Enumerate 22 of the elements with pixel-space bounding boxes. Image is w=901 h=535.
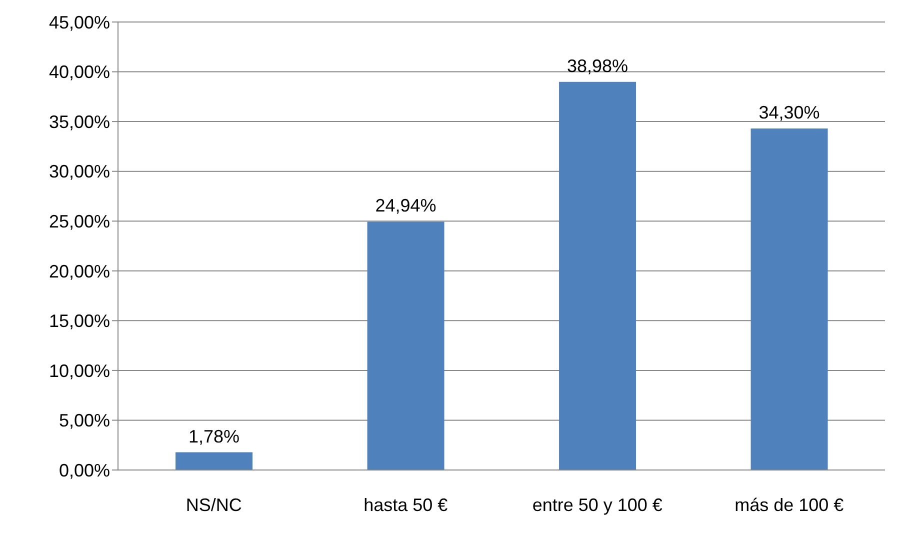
y-tick-label: 5,00%	[58, 410, 110, 431]
x-tick-label: más de 100 €	[734, 494, 844, 515]
bar	[367, 222, 444, 470]
y-tick-label: 45,00%	[48, 12, 110, 32]
x-tick-label: NS/NC	[186, 494, 242, 515]
y-tick-label: 30,00%	[48, 162, 110, 182]
y-tick-label: 15,00%	[48, 311, 110, 332]
y-tick-label: 40,00%	[48, 62, 110, 82]
data-label: 38,98%	[566, 56, 628, 76]
data-label: 1,78%	[188, 426, 240, 446]
bar	[559, 82, 636, 470]
bar	[176, 452, 253, 470]
x-tick-label: entre 50 y 100 €	[532, 494, 662, 515]
y-tick-label: 35,00%	[48, 112, 110, 132]
y-tick-label: 20,00%	[48, 261, 110, 282]
x-tick-label: hasta 50 €	[364, 494, 448, 515]
y-tick-label: 0,00%	[58, 460, 110, 480]
y-tick-label: 10,00%	[48, 360, 110, 381]
data-label: 34,30%	[758, 102, 820, 123]
bar	[750, 128, 828, 470]
y-tick-label: 25,00%	[48, 212, 110, 232]
data-label: 24,94%	[375, 196, 436, 216]
